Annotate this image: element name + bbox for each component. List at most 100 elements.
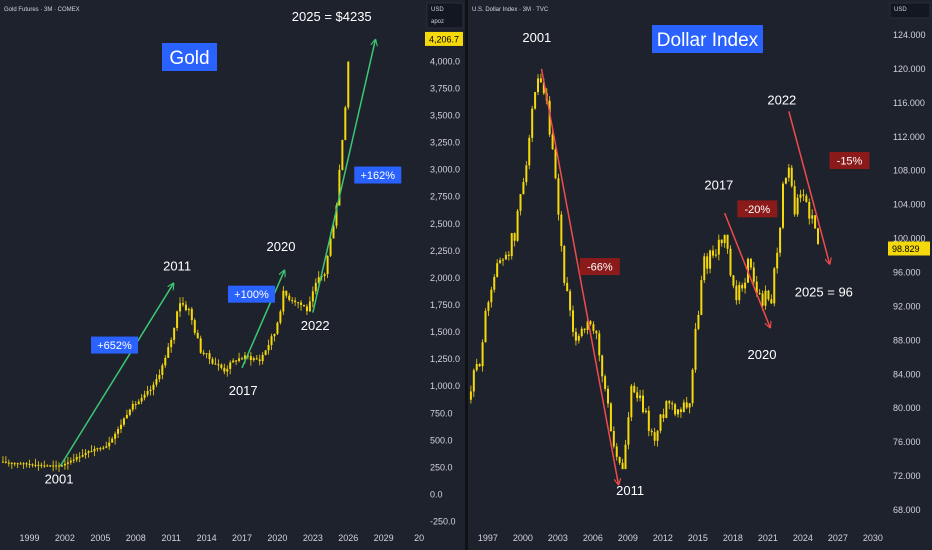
candle-body [252, 358, 255, 361]
gold-title-badge [162, 43, 217, 71]
candle-body [475, 364, 478, 371]
dxy-y-tick: 88.000 [893, 335, 921, 345]
dxy-change-box [579, 258, 620, 276]
candle-body [639, 395, 642, 398]
candle-body [531, 108, 534, 138]
dxy-x-tick: 2006 [583, 533, 603, 543]
candle-body [294, 300, 297, 303]
candle-body [267, 345, 270, 351]
gold-last-price-tag [425, 31, 463, 46]
candle-body [729, 248, 732, 276]
candle-body [758, 293, 761, 295]
candle-body [193, 320, 196, 333]
candle-body [642, 395, 644, 413]
candle-body [16, 463, 19, 465]
candle-body [4, 461, 7, 463]
gold-x-tick: 2029 [374, 533, 394, 543]
candle-body [81, 455, 84, 457]
candle-body [682, 402, 685, 413]
candle-body [117, 428, 120, 434]
candle-body [563, 246, 566, 283]
candle-body [493, 277, 496, 290]
candle-body [723, 234, 726, 244]
dxy-y-tick: 124.000 [893, 30, 926, 40]
candle-body [609, 403, 612, 431]
candle-body [735, 285, 738, 301]
gold-year-annotation: 2025 = $4235 [292, 9, 372, 24]
candle-body [187, 309, 190, 311]
gold-y-tick: 3,000.0 [430, 165, 460, 175]
gold-trend-arrow [59, 283, 173, 467]
dxy-x-tick: 2012 [653, 533, 673, 543]
candle-body [749, 258, 752, 268]
candle-body [122, 418, 125, 425]
candle-body [220, 364, 223, 368]
candle-body [226, 368, 229, 372]
candle-body [90, 451, 93, 453]
candle-body [551, 134, 554, 150]
dxy-header: U.S. Dollar Index · 3M · TVC [472, 7, 549, 13]
gold-change-box [354, 166, 402, 184]
dxy-panel: U.S. Dollar Index · 3M · TVC USD 124.000 12… [469, 0, 932, 550]
gold-change-label: +652% [97, 340, 132, 352]
gold-y-tick: 2,000.0 [430, 273, 460, 283]
candle-body [814, 215, 817, 229]
candle-body [539, 78, 542, 83]
dxy-y-tick: 108.000 [893, 166, 926, 176]
dxy-y-tick: 112.000 [893, 132, 925, 142]
candle-body [720, 239, 723, 244]
gold-year-annotation: 2001 [45, 472, 74, 487]
candle-body [776, 252, 779, 269]
candle-body [808, 201, 811, 219]
candle-body [650, 430, 653, 433]
candle-body [516, 210, 519, 241]
candle-body [120, 424, 123, 429]
candle-body [481, 342, 484, 367]
candle-body [75, 457, 78, 460]
candle-body [592, 324, 595, 331]
candle-body [149, 389, 152, 392]
candle-body [787, 167, 790, 178]
candle-body [700, 280, 703, 315]
candle-body [659, 414, 662, 431]
dxy-y-tick: 104.000 [893, 200, 926, 210]
candle-body [764, 290, 767, 306]
dxy-x-tick: 2009 [618, 533, 638, 543]
gold-x-tick: 20 [414, 533, 424, 543]
dxy-x-tick: 2000 [513, 533, 533, 543]
candle-body [241, 358, 244, 360]
candle-body [344, 107, 347, 140]
candle-body [688, 403, 691, 408]
candle-body [314, 282, 317, 292]
gold-y-tick: 500.0 [430, 435, 453, 445]
candle-body [709, 250, 712, 269]
gold-x-tick: 2017 [232, 533, 252, 543]
candle-body [487, 302, 490, 311]
gold-y-tick: 1,000.0 [430, 381, 460, 391]
gold-trend-arrow [312, 40, 376, 313]
candle-body [184, 304, 187, 311]
candle-body [173, 327, 176, 340]
candle-body [741, 284, 744, 289]
candle-body [525, 165, 528, 183]
candle-body [19, 463, 22, 465]
candle-body [694, 328, 697, 370]
candle-body [264, 350, 267, 355]
candle-body [311, 291, 314, 302]
gold-unit-label: USD [431, 7, 444, 13]
candle-body [111, 438, 114, 443]
gold-change-box [227, 285, 275, 303]
dxy-y-tick: 68.000 [893, 505, 921, 515]
candle-body [69, 460, 72, 463]
candle-body [170, 339, 173, 348]
candle-body [347, 61, 350, 108]
candle-body [566, 282, 569, 292]
candle-body [598, 333, 601, 356]
candle-body [31, 464, 34, 466]
dxy-unit-label: USD [894, 7, 907, 13]
candle-body [697, 314, 700, 329]
candle-body [238, 358, 241, 361]
candle-body [668, 401, 671, 404]
candle-body [43, 465, 46, 467]
dxy-year-annotation: 2011 [616, 483, 644, 498]
